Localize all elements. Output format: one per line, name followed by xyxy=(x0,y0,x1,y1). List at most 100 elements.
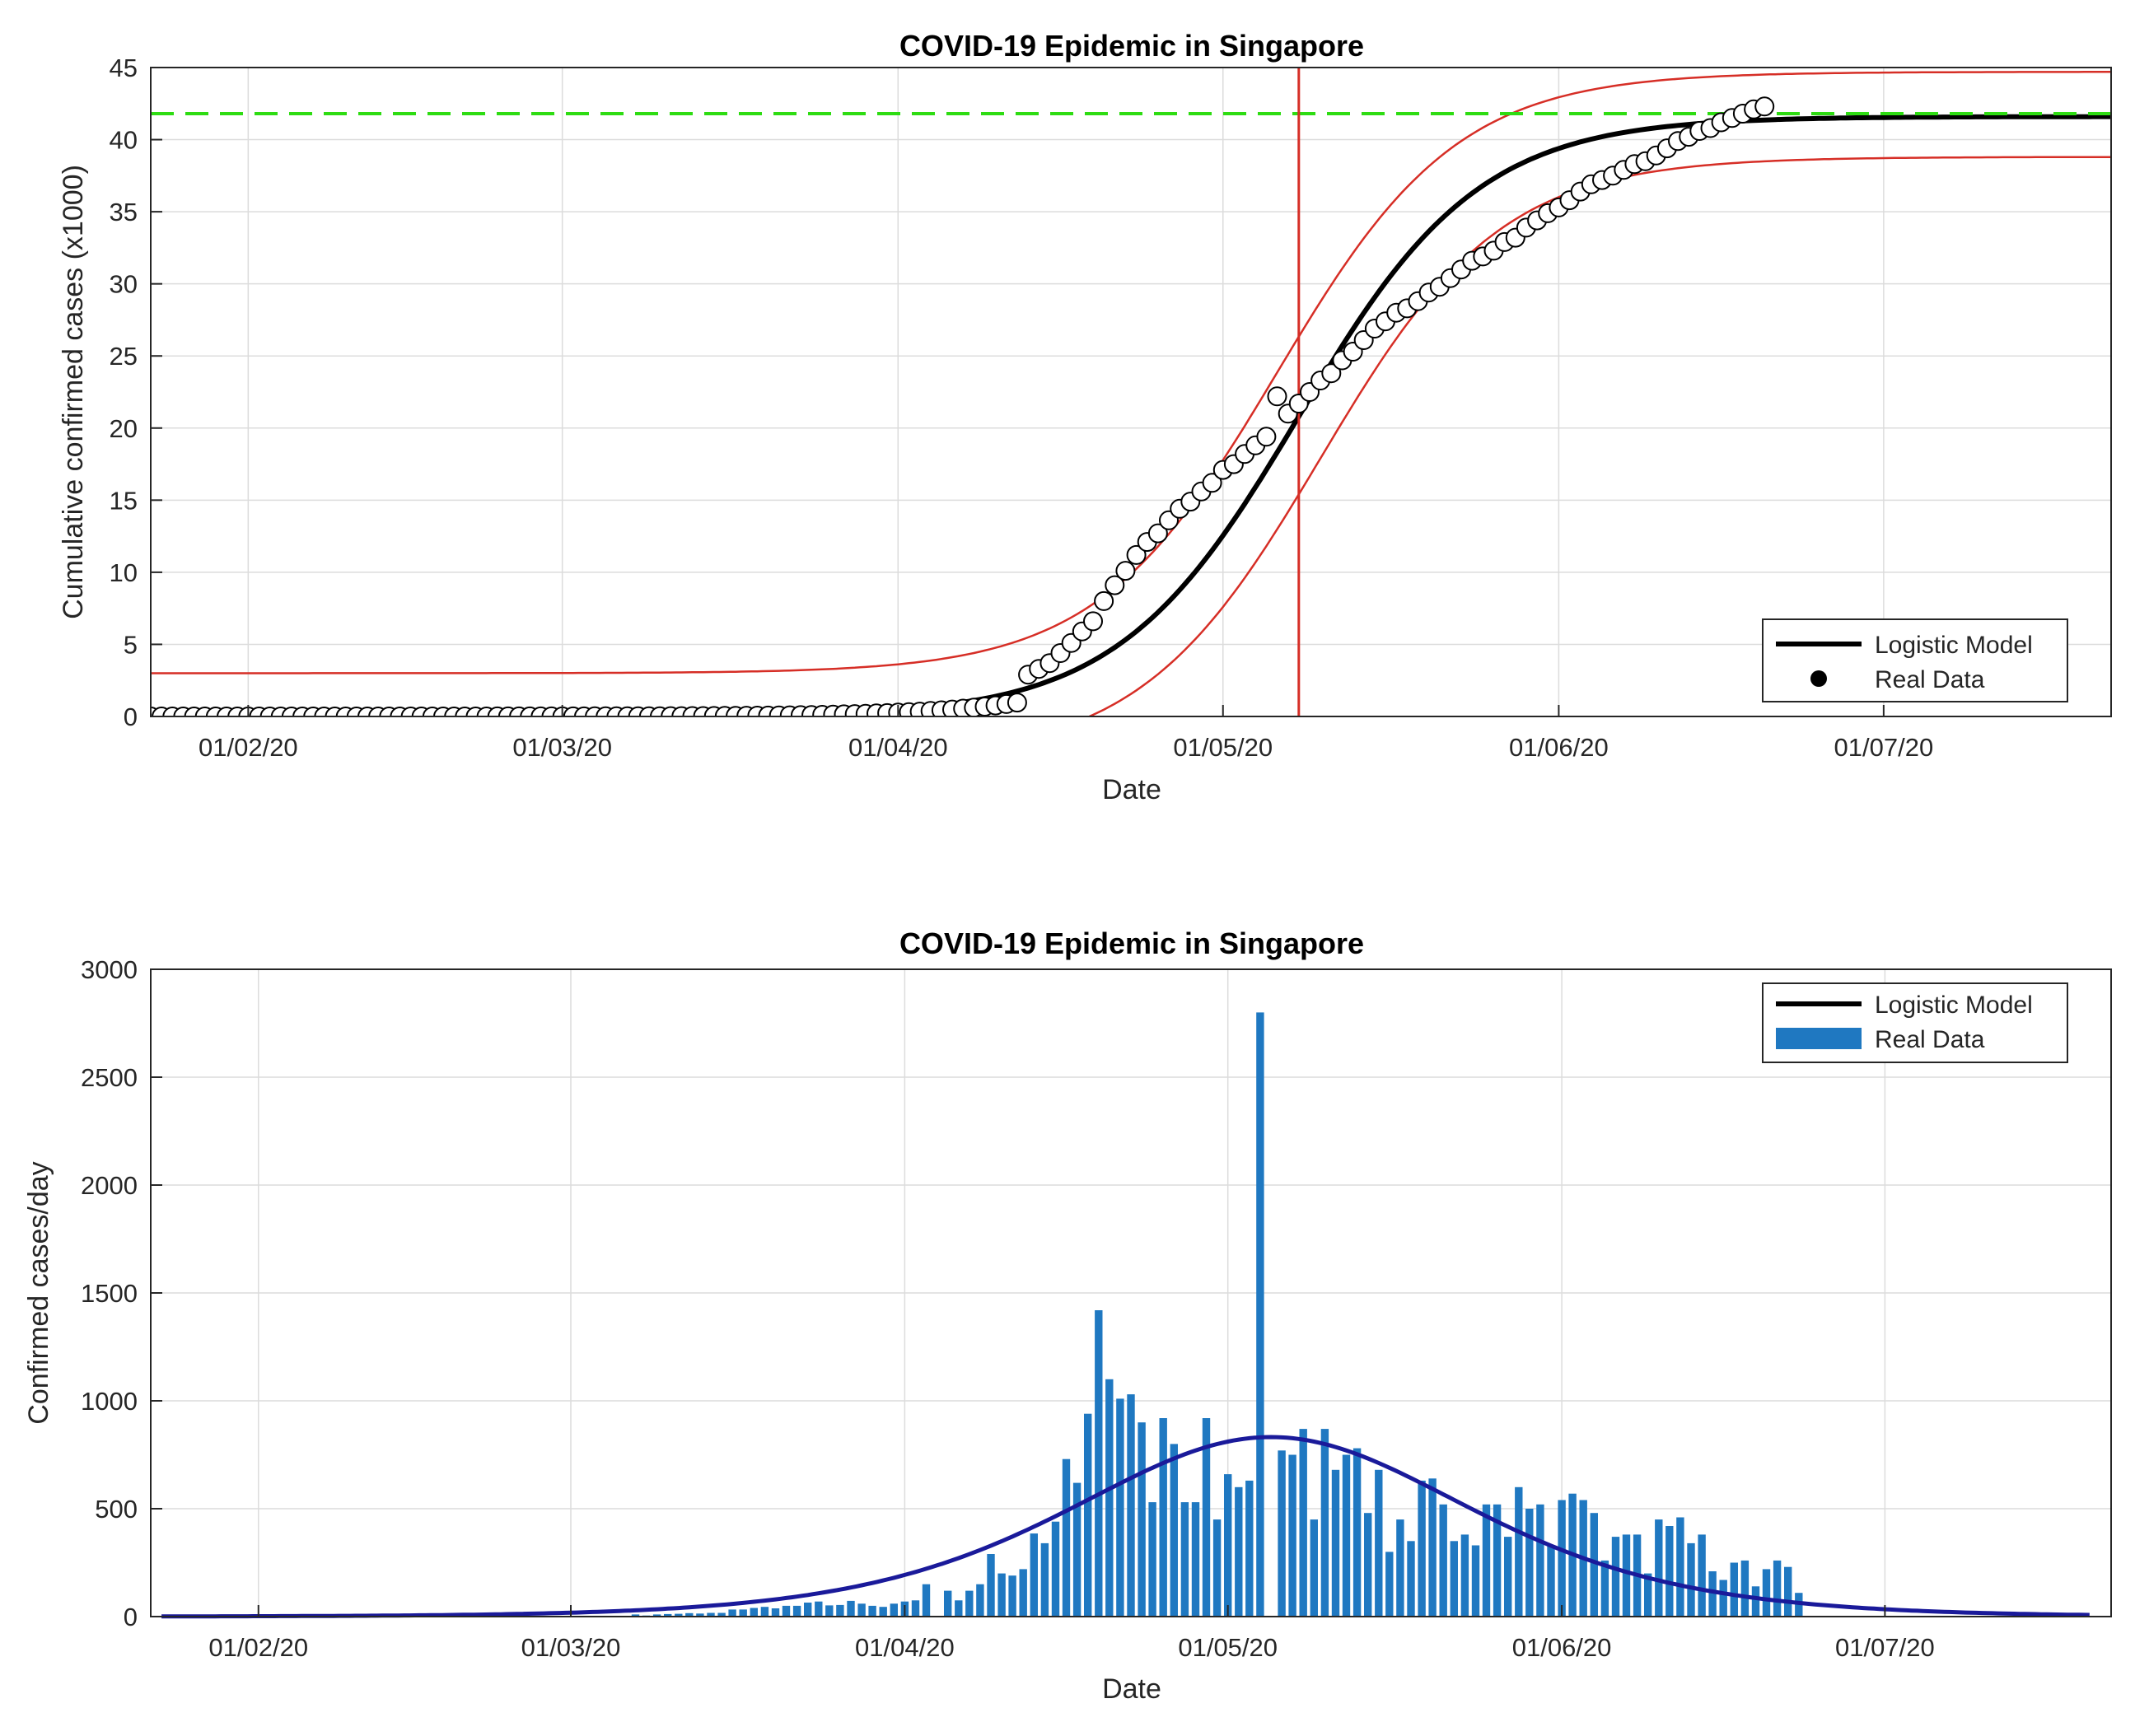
lower-bound-line xyxy=(1086,156,2111,716)
daily-x-tick-label: 01/07/20 xyxy=(1835,1633,1935,1662)
real-data-point xyxy=(1115,561,1136,581)
real-data-point xyxy=(1321,363,1342,384)
daily-bar xyxy=(944,1590,952,1617)
daily-y-tick-label: 3000 xyxy=(81,955,138,984)
daily-bar xyxy=(1515,1486,1523,1617)
daily-bar xyxy=(1687,1542,1695,1617)
daily-bar xyxy=(804,1603,812,1617)
daily-bar xyxy=(1138,1422,1146,1617)
daily-bar xyxy=(707,1612,715,1617)
daily-y-tick-label: 500 xyxy=(95,1495,138,1524)
daily-bar xyxy=(1730,1562,1738,1617)
daily-bar xyxy=(1352,1448,1362,1617)
daily-x-tick-label: 01/04/20 xyxy=(855,1633,955,1662)
daily-bar xyxy=(1008,1575,1016,1617)
daily-bar xyxy=(1051,1521,1060,1617)
real-data-point xyxy=(1256,427,1277,447)
cumulative-x-tick-label: 01/07/20 xyxy=(1834,733,1934,762)
daily-bar xyxy=(1062,1458,1071,1617)
daily-bar xyxy=(1676,1517,1684,1617)
cumulative-y-tick-label: 45 xyxy=(110,54,138,82)
daily-bar xyxy=(1245,1480,1254,1617)
daily-x-tick-label: 01/05/20 xyxy=(1178,1633,1278,1662)
real-data-point xyxy=(1126,544,1147,565)
daily-bar xyxy=(782,1605,791,1617)
daily-y-tick-label: 2500 xyxy=(81,1063,138,1092)
daily-bar xyxy=(1762,1569,1771,1617)
daily-bar xyxy=(1611,1537,1620,1617)
cumulative-grid xyxy=(151,67,2111,717)
daily-plot-area xyxy=(161,1012,2090,1619)
real-data-point xyxy=(1094,590,1114,611)
daily-bar xyxy=(1202,1418,1211,1617)
cumulative-legend-data-swatch xyxy=(1810,670,1827,687)
daily-bar xyxy=(922,1584,931,1617)
daily-bar xyxy=(1224,1474,1232,1617)
daily-bar xyxy=(1396,1519,1404,1617)
daily-bar xyxy=(965,1590,974,1617)
daily-bar xyxy=(1740,1560,1750,1617)
daily-bar xyxy=(997,1573,1006,1617)
cumulative-chart: COVID-19 Epidemic in Singapore 0 5 10 15 20 2… xyxy=(58,29,2112,805)
cumulative-chart-title: COVID-19 Epidemic in Singapore xyxy=(899,29,1364,63)
daily-bar xyxy=(652,1614,661,1617)
real-data-point xyxy=(1754,96,1775,117)
daily-bar xyxy=(1504,1537,1512,1617)
daily-bar xyxy=(976,1584,984,1617)
real-data-point xyxy=(1202,473,1222,493)
daily-bar xyxy=(1773,1560,1782,1617)
cumulative-y-tick-label: 20 xyxy=(110,414,138,443)
daily-bar xyxy=(1460,1534,1469,1617)
daily-bar xyxy=(792,1605,801,1617)
cumulative-legend-model-label: Logistic Model xyxy=(1875,632,2033,659)
daily-legend-data-swatch xyxy=(1776,1028,1862,1049)
cumulative-plot-area xyxy=(151,68,2111,716)
daily-y-tick-label: 2000 xyxy=(81,1171,138,1200)
daily-bar xyxy=(1450,1541,1458,1617)
daily-bar xyxy=(1471,1545,1480,1617)
real-data-point xyxy=(1267,386,1287,407)
daily-bar xyxy=(890,1603,898,1617)
daily-bar xyxy=(1547,1545,1555,1617)
daily-bar xyxy=(1364,1513,1372,1617)
daily-bar xyxy=(1644,1573,1652,1617)
daily-bar xyxy=(847,1600,855,1617)
daily-bar xyxy=(868,1605,876,1617)
daily-bar xyxy=(911,1600,920,1617)
daily-bar xyxy=(717,1612,726,1617)
real-data-point xyxy=(1147,523,1168,544)
daily-bar xyxy=(1525,1509,1534,1617)
cumulative-x-label: Date xyxy=(1102,774,1161,805)
daily-bar xyxy=(1116,1398,1124,1617)
cumulative-y-tick-label: 40 xyxy=(110,126,138,155)
daily-bar xyxy=(955,1600,963,1617)
daily-bar xyxy=(1784,1566,1792,1617)
daily-bar xyxy=(1385,1552,1394,1617)
cumulative-y-tick-label: 30 xyxy=(110,270,138,299)
daily-bar xyxy=(1084,1413,1092,1617)
daily-chart-title: COVID-19 Epidemic in Singapore xyxy=(899,926,1364,960)
daily-bar xyxy=(1719,1580,1727,1617)
cumulative-legend: Logistic Model Real Data xyxy=(1762,618,2068,702)
daily-bar xyxy=(1127,1394,1135,1617)
daily-bar xyxy=(1040,1542,1049,1617)
cumulative-x-ticks: 01/02/20 01/03/20 01/04/20 01/05/20 01/06/20… xyxy=(199,705,1933,762)
cumulative-y-ticks: 0 5 10 15 20 25 30 35 40 45 xyxy=(110,54,162,731)
daily-bar xyxy=(815,1601,823,1617)
daily-bar xyxy=(1256,1012,1264,1617)
daily-y-tick-label: 1500 xyxy=(81,1279,138,1308)
cumulative-y-tick-label: 5 xyxy=(124,630,138,659)
cumulative-legend-data-label: Real Data xyxy=(1875,666,1985,693)
daily-bar xyxy=(1665,1526,1674,1617)
daily-bar xyxy=(836,1604,844,1617)
upper-bound-line xyxy=(151,71,2111,674)
daily-bar xyxy=(1342,1454,1351,1617)
daily-bar xyxy=(631,1614,640,1617)
daily-bar xyxy=(1235,1486,1243,1617)
daily-bar xyxy=(1019,1569,1027,1617)
daily-legend-model-label: Logistic Model xyxy=(1875,992,2033,1019)
daily-bar xyxy=(1105,1379,1114,1617)
daily-bar xyxy=(1698,1534,1706,1617)
daily-bar xyxy=(1030,1533,1038,1617)
